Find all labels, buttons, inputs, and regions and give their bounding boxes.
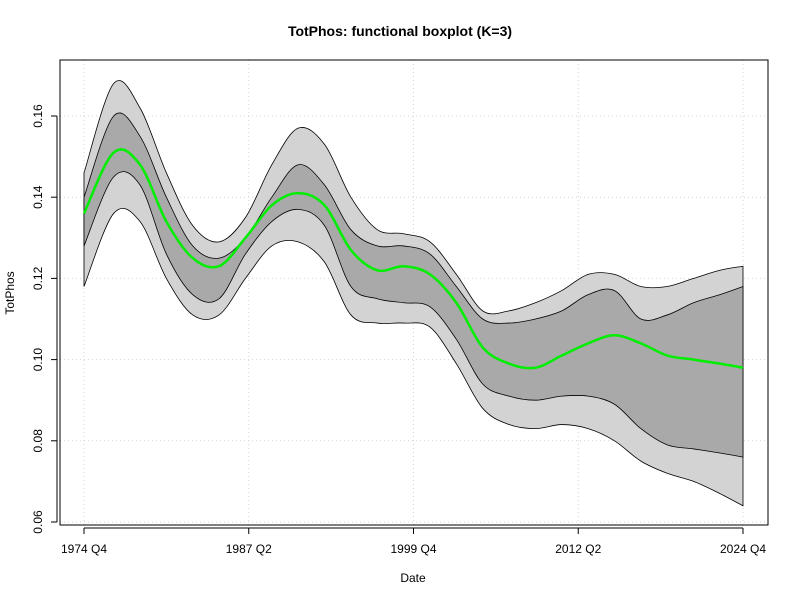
median-curve-group [82, 148, 744, 370]
y-tick-label: 0.06 [31, 510, 45, 534]
y-axis: 0.06 0.08 0.10 0.12 0.14 0.16 [31, 104, 58, 534]
y-tick-label: 0.16 [31, 104, 45, 128]
median-curve [82, 148, 744, 370]
x-tick-label: 1999 Q4 [390, 542, 436, 556]
y-tick-label: 0.10 [31, 348, 45, 372]
x-tick-label: 1987 Q2 [226, 542, 272, 556]
x-axis: 1974 Q4 1987 Q2 1999 Q4 2012 Q2 2024 Q4 [61, 527, 766, 556]
y-tick-label: 0.08 [31, 429, 45, 453]
y-tick-label: 0.12 [31, 266, 45, 290]
x-tick-label: 1974 Q4 [61, 542, 107, 556]
y-tick-label: 0.14 [31, 185, 45, 209]
chart-title: TotPhos: functional boxplot (K=3) [288, 23, 512, 39]
boxplot-bands [83, 80, 744, 507]
x-axis-label: Date [400, 571, 426, 585]
plot-frame [59, 59, 769, 526]
x-tick-label: 2024 Q4 [720, 542, 766, 556]
x-tick-label: 2012 Q2 [555, 542, 601, 556]
y-axis-label: TotPhos [3, 271, 17, 314]
band-central-50-percent [83, 112, 744, 458]
